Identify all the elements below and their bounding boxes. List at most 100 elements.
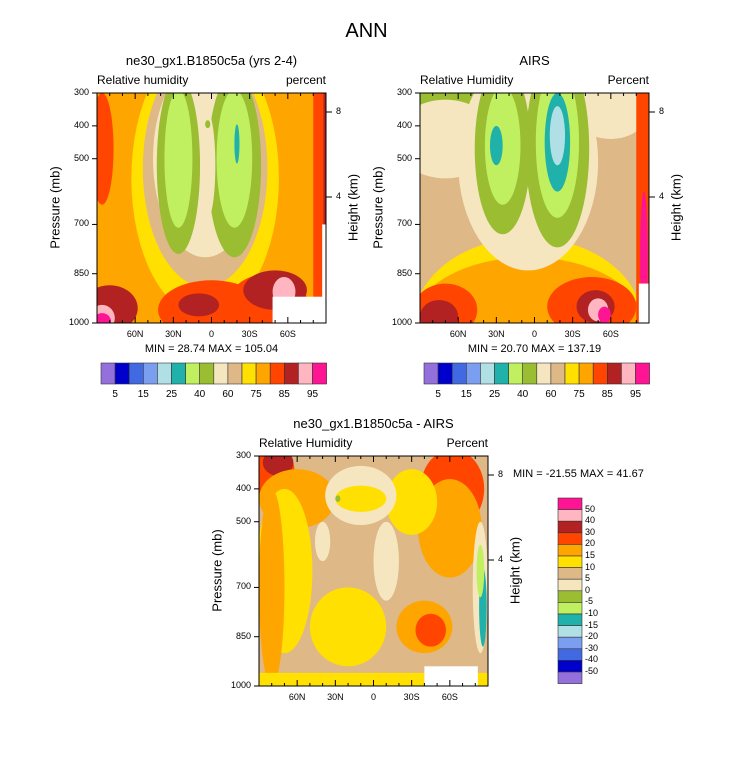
y-tick-label: 700 [235, 581, 251, 592]
missing-data-region [638, 283, 649, 323]
colorbar-label: -20 [585, 631, 599, 642]
colorbar-swatch [298, 362, 313, 385]
colorbar-swatch [283, 362, 299, 385]
x-tick-label: 30S [403, 692, 420, 702]
contour-region [178, 293, 220, 317]
colorbar-swatch [557, 497, 583, 510]
x-tick-label: 60N [288, 692, 306, 702]
contour-region [476, 544, 485, 598]
colorbar-swatch [557, 532, 583, 545]
colorbar-label: -40 [585, 654, 599, 665]
contour-region [484, 93, 521, 205]
contour-fill [97, 93, 326, 323]
x-tick-label: 60S [279, 329, 296, 339]
y2-axis-label: Height (km) [345, 173, 361, 242]
panel-title: AIRS [519, 53, 550, 68]
colorbar-swatch [557, 520, 583, 534]
colorbar-swatch [465, 362, 481, 385]
colorbar-label: 85 [278, 389, 290, 400]
y-tick-label: 400 [235, 482, 251, 493]
colorbar-swatch [635, 362, 650, 385]
x-tick-label: 60N [126, 329, 144, 339]
colorbar-main [100, 362, 327, 385]
colorbar-swatch [269, 362, 285, 385]
x-tick-label: 30N [327, 692, 344, 702]
colorbar-swatch [557, 509, 583, 522]
colorbar-swatch [564, 362, 580, 385]
colorbar-swatch [312, 362, 327, 385]
units-label: Percent [607, 73, 649, 87]
colorbar-label: 95 [629, 389, 642, 400]
colorbar-swatch [100, 362, 116, 385]
units-label: percent [285, 73, 326, 87]
colorbar-label: 15 [137, 389, 149, 400]
y2-tick-label: 4 [659, 191, 665, 201]
y2-axis-label: Height (km) [668, 173, 684, 242]
colorbar-swatch [557, 648, 583, 661]
colorbar-label: 5 [435, 389, 441, 400]
colorbar-label: 25 [488, 389, 501, 400]
contour-region [598, 306, 611, 323]
y-tick-label: 850 [396, 267, 412, 278]
colorbar-swatch [550, 362, 566, 385]
y-axis-label: Pressure (mb) [47, 166, 63, 249]
contour-region [373, 521, 399, 601]
x-tick-label: 30N [488, 329, 505, 339]
colorbar-swatch [557, 625, 583, 638]
colorbar-swatch [227, 362, 243, 385]
contour-region [335, 495, 341, 503]
colorbar-label: 60 [222, 389, 234, 400]
colorbar-swatch [557, 578, 583, 592]
contour-fill [420, 93, 649, 323]
y-tick-label: 1000 [230, 680, 251, 690]
contour-panel-model [92, 92, 332, 324]
contour-region [386, 469, 438, 535]
y-tick-label: 300 [73, 87, 89, 97]
colorbar-label: 40 [585, 515, 596, 526]
colorbar-label: 60 [545, 389, 557, 400]
colorbar-swatch [536, 362, 552, 385]
colorbar-swatch [578, 362, 594, 385]
colorbar-swatch [557, 613, 583, 626]
colorbar-swatch [621, 362, 636, 385]
contour-region [549, 106, 566, 166]
colorbar-swatch [508, 362, 524, 385]
colorbar-swatch [557, 544, 583, 557]
contour-region [259, 488, 285, 686]
colorbar-label: 50 [585, 503, 596, 514]
colorbar-label: 10 [585, 561, 596, 572]
y-axis-label: Pressure (mb) [209, 529, 225, 612]
colorbar-swatch [557, 567, 583, 580]
colorbar-swatch [143, 362, 158, 385]
x-tick-label: 0 [531, 329, 537, 339]
y-tick-label: 850 [73, 267, 89, 278]
x-tick-label: 30S [564, 329, 581, 339]
colorbar-swatch [557, 555, 583, 568]
colorbar-swatch [199, 362, 215, 385]
colorbar-diff [557, 497, 583, 684]
y-tick-label: 1000 [68, 317, 89, 327]
colorbar-label: -50 [585, 666, 599, 676]
contour-region [309, 587, 387, 667]
colorbar-swatch [606, 362, 622, 385]
contour-region [97, 313, 111, 323]
y-tick-label: 500 [396, 152, 412, 163]
contour-region [164, 93, 193, 228]
colorbar-swatch [128, 362, 144, 385]
contour-region [200, 112, 216, 218]
colorbar-label: -5 [585, 596, 594, 607]
variable-label: Relative humidity [97, 73, 189, 87]
y-tick-label: 300 [235, 450, 251, 460]
contour-region [97, 93, 114, 205]
y-axis-label: Pressure (mb) [370, 166, 386, 249]
colorbar-swatch [557, 660, 583, 673]
x-tick-label: 30N [165, 329, 182, 339]
colorbar-swatch [557, 602, 583, 615]
colorbar-label: 5 [585, 573, 591, 584]
y2-tick-label: 8 [659, 106, 665, 116]
colorbar-swatch [185, 362, 201, 385]
contour-region [489, 125, 503, 166]
colorbar-swatch [255, 362, 271, 385]
min-max-stats: MIN = 28.74 MAX = 105.04 [144, 343, 279, 355]
x-tick-label: 30S [241, 329, 258, 339]
